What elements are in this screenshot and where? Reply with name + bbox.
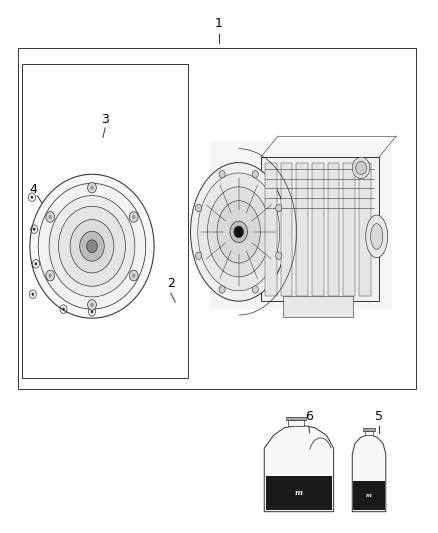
Ellipse shape — [217, 201, 261, 263]
Ellipse shape — [38, 183, 146, 309]
Circle shape — [46, 270, 55, 281]
Circle shape — [33, 228, 35, 231]
Ellipse shape — [234, 226, 244, 238]
Bar — [265, 163, 277, 296]
Circle shape — [129, 212, 138, 222]
Polygon shape — [266, 477, 332, 510]
Bar — [266, 474, 332, 477]
Ellipse shape — [366, 215, 388, 257]
Circle shape — [31, 196, 33, 199]
Ellipse shape — [191, 163, 287, 301]
Ellipse shape — [352, 157, 370, 179]
Circle shape — [252, 171, 258, 178]
Ellipse shape — [70, 220, 114, 273]
Circle shape — [196, 252, 202, 260]
Bar — [22, 64, 188, 378]
Text: 5: 5 — [375, 410, 383, 423]
Bar — [312, 163, 324, 296]
Bar — [283, 296, 353, 317]
Polygon shape — [264, 426, 334, 512]
Ellipse shape — [198, 173, 279, 291]
Circle shape — [132, 273, 135, 278]
Ellipse shape — [30, 174, 154, 318]
Text: 2: 2 — [167, 277, 175, 290]
Circle shape — [219, 286, 225, 293]
Circle shape — [49, 273, 52, 278]
Bar — [18, 48, 416, 389]
Circle shape — [132, 215, 135, 219]
Text: 3: 3 — [101, 114, 109, 126]
Text: m: m — [366, 494, 372, 498]
Bar — [363, 427, 375, 431]
Circle shape — [196, 204, 202, 212]
Circle shape — [252, 286, 258, 293]
Ellipse shape — [356, 161, 367, 175]
Circle shape — [46, 212, 55, 222]
Bar — [364, 431, 374, 435]
Polygon shape — [352, 435, 386, 512]
Bar — [261, 157, 379, 301]
Text: 4: 4 — [29, 183, 37, 196]
Bar — [288, 420, 304, 426]
Text: m: m — [295, 489, 303, 497]
Bar — [281, 163, 293, 296]
Text: 1: 1 — [215, 18, 223, 30]
Ellipse shape — [87, 240, 97, 253]
Bar — [296, 163, 308, 296]
Circle shape — [49, 215, 52, 219]
Bar — [359, 163, 371, 296]
Ellipse shape — [58, 206, 125, 286]
Circle shape — [129, 270, 138, 281]
Bar — [286, 417, 306, 420]
Circle shape — [91, 310, 93, 313]
Circle shape — [62, 308, 65, 311]
Ellipse shape — [371, 223, 383, 249]
Circle shape — [219, 171, 225, 178]
Circle shape — [88, 300, 96, 310]
Ellipse shape — [80, 231, 104, 261]
Bar — [210, 141, 392, 309]
Text: 6: 6 — [305, 410, 313, 423]
Polygon shape — [353, 481, 385, 510]
Circle shape — [35, 262, 37, 265]
Bar — [343, 163, 355, 296]
Bar — [328, 163, 339, 296]
Circle shape — [32, 293, 34, 296]
Circle shape — [276, 204, 282, 212]
Ellipse shape — [208, 187, 270, 277]
Ellipse shape — [230, 221, 247, 243]
Circle shape — [90, 303, 94, 307]
Ellipse shape — [49, 196, 135, 297]
Circle shape — [276, 252, 282, 260]
Circle shape — [88, 182, 96, 193]
Circle shape — [90, 185, 94, 190]
